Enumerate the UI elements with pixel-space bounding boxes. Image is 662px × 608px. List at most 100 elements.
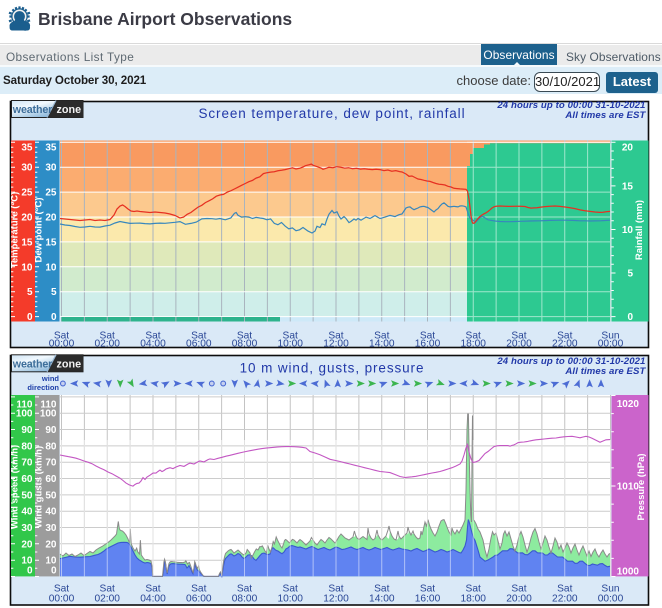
- svg-text:Sat: Sat: [374, 331, 389, 342]
- svg-text:Sat: Sat: [511, 584, 526, 595]
- svg-text:10 m wind, gusts, pressure: 10 m wind, gusts, pressure: [240, 361, 425, 376]
- svg-text:Sat: Sat: [420, 584, 435, 595]
- svg-text:40: 40: [21, 507, 33, 518]
- svg-text:Sat: Sat: [100, 584, 115, 595]
- svg-text:weather: weather: [12, 104, 52, 116]
- svg-text:1000: 1000: [617, 567, 640, 578]
- svg-text:Sat: Sat: [328, 331, 343, 342]
- svg-text:Sat: Sat: [557, 331, 572, 342]
- svg-text:zone: zone: [57, 104, 82, 116]
- svg-text:weather: weather: [12, 358, 52, 370]
- svg-text:10:00: 10:00: [277, 339, 303, 350]
- svg-text:50: 50: [21, 490, 33, 501]
- svg-text:30: 30: [21, 163, 33, 174]
- svg-text:Sat: Sat: [100, 331, 115, 342]
- svg-text:1020: 1020: [617, 399, 640, 410]
- svg-text:14:00: 14:00: [369, 339, 395, 350]
- svg-text:20: 20: [21, 539, 33, 550]
- svg-text:Temperature (°C): Temperature (°C): [10, 192, 21, 268]
- svg-text:110: 110: [40, 400, 57, 411]
- svg-text:0: 0: [51, 566, 57, 577]
- svg-text:110: 110: [16, 400, 33, 411]
- svg-text:Dew point (°C): Dew point (°C): [34, 197, 45, 262]
- svg-text:Sat: Sat: [237, 331, 252, 342]
- svg-text:15: 15: [622, 181, 634, 192]
- svg-text:0: 0: [27, 566, 33, 577]
- svg-text:5: 5: [51, 287, 57, 298]
- svg-text:Rainfall (mm): Rainfall (mm): [634, 200, 645, 260]
- svg-text:30: 30: [45, 163, 57, 174]
- svg-text:100: 100: [40, 409, 57, 420]
- svg-text:00:00: 00:00: [598, 594, 624, 605]
- svg-text:30: 30: [45, 523, 57, 534]
- svg-text:02:00: 02:00: [94, 594, 120, 605]
- svg-text:Wind speed (km/h): Wind speed (km/h): [10, 445, 21, 529]
- svg-text:Sat: Sat: [191, 331, 206, 342]
- svg-text:Sat: Sat: [145, 331, 160, 342]
- svg-text:08:00: 08:00: [232, 594, 258, 605]
- svg-text:Sat: Sat: [420, 331, 435, 342]
- svg-text:10: 10: [21, 556, 33, 567]
- svg-text:30: 30: [21, 523, 33, 534]
- svg-text:wind: wind: [41, 374, 59, 383]
- svg-text:60: 60: [45, 474, 57, 485]
- svg-text:15: 15: [21, 237, 33, 248]
- svg-text:02:00: 02:00: [94, 339, 120, 350]
- svg-text:Sat: Sat: [54, 331, 69, 342]
- svg-text:20: 20: [21, 213, 33, 224]
- svg-text:90: 90: [21, 425, 33, 436]
- svg-text:00:00: 00:00: [598, 339, 624, 350]
- svg-text:00:00: 00:00: [49, 339, 75, 350]
- svg-text:14:00: 14:00: [369, 594, 395, 605]
- svg-text:100: 100: [16, 409, 33, 420]
- svg-text:24 hours up to 00:00 31-10-202: 24 hours up to 00:00 31-10-2021: [496, 100, 645, 111]
- svg-text:12:00: 12:00: [323, 339, 349, 350]
- svg-text:Screen temperature, dew point,: Screen temperature, dew point, rainfall: [199, 106, 466, 121]
- svg-text:Sat: Sat: [283, 584, 298, 595]
- svg-text:0: 0: [51, 312, 57, 323]
- svg-text:50: 50: [45, 490, 57, 501]
- svg-text:06:00: 06:00: [186, 339, 212, 350]
- svg-text:Sat: Sat: [374, 584, 389, 595]
- svg-text:10: 10: [622, 225, 634, 236]
- svg-text:20:00: 20:00: [506, 339, 532, 350]
- svg-text:08:00: 08:00: [232, 339, 258, 350]
- svg-text:Sat: Sat: [237, 584, 252, 595]
- svg-text:25: 25: [45, 188, 57, 199]
- svg-text:Sat: Sat: [145, 584, 160, 595]
- svg-text:16:00: 16:00: [415, 594, 441, 605]
- svg-text:10: 10: [21, 262, 33, 273]
- svg-text:5: 5: [627, 269, 633, 280]
- svg-text:Sat: Sat: [511, 331, 526, 342]
- svg-text:Sat: Sat: [283, 331, 298, 342]
- svg-text:direction: direction: [27, 383, 59, 392]
- svg-text:00:00: 00:00: [49, 594, 75, 605]
- svg-text:0: 0: [627, 312, 633, 323]
- svg-text:All times are EST: All times are EST: [564, 110, 646, 121]
- svg-text:Wind gusts (km/h): Wind gusts (km/h): [34, 446, 45, 528]
- svg-text:All times are EST: All times are EST: [564, 366, 646, 377]
- svg-text:12:00: 12:00: [323, 594, 349, 605]
- svg-text:10: 10: [45, 556, 57, 567]
- svg-text:60: 60: [21, 474, 33, 485]
- svg-text:Sat: Sat: [466, 584, 481, 595]
- svg-text:04:00: 04:00: [140, 339, 166, 350]
- svg-text:40: 40: [45, 507, 57, 518]
- svg-text:0: 0: [27, 312, 33, 323]
- svg-text:Sat: Sat: [466, 331, 481, 342]
- svg-text:5: 5: [27, 287, 33, 298]
- svg-text:20:00: 20:00: [506, 594, 532, 605]
- svg-text:Sat: Sat: [191, 584, 206, 595]
- svg-text:04:00: 04:00: [140, 594, 166, 605]
- svg-text:20: 20: [45, 213, 57, 224]
- svg-text:90: 90: [45, 425, 57, 436]
- svg-text:70: 70: [45, 458, 57, 469]
- svg-text:80: 80: [21, 441, 33, 452]
- svg-text:06:00: 06:00: [186, 594, 212, 605]
- svg-text:80: 80: [45, 441, 57, 452]
- svg-text:35: 35: [45, 142, 57, 153]
- svg-text:20: 20: [622, 142, 634, 153]
- svg-text:18:00: 18:00: [460, 339, 486, 350]
- svg-text:Sat: Sat: [328, 584, 343, 595]
- svg-text:18:00: 18:00: [460, 594, 486, 605]
